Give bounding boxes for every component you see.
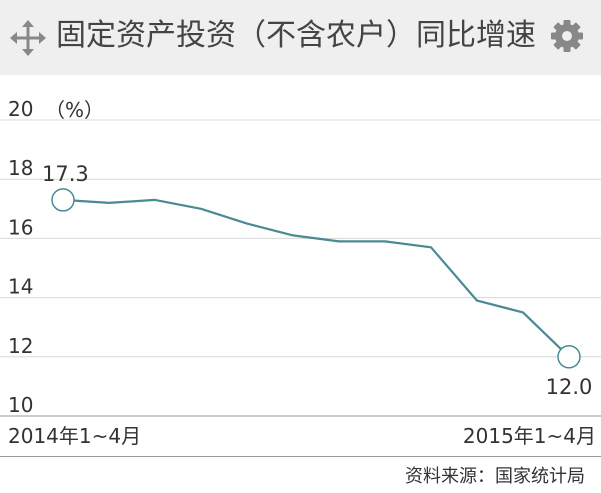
source-note: 资料来源：国家统计局 (405, 466, 585, 487)
x-first-label: 2014年1~4月 (8, 424, 141, 448)
y-tick-label-10: 10 (8, 393, 33, 417)
y-tick-label-14: 14 (8, 275, 33, 299)
chart-header: 固定资产投资（不含农户）同比增速 (0, 0, 601, 75)
grid-lines (0, 119, 601, 417)
footer-divider (0, 456, 601, 457)
chart-title: 固定资产投资（不含农户）同比增速 (56, 18, 536, 53)
y-axis-unit-label: （%） (45, 98, 104, 122)
start-value-label: 17.3 (42, 162, 89, 186)
y-tick-label-20: 20 (8, 97, 33, 121)
y-tick-labels: 10 12 14 16 18 20 (8, 97, 33, 417)
y-tick-label-18: 18 (8, 156, 33, 180)
end-value-label: 12.0 (546, 375, 593, 399)
start-point-marker (51, 188, 75, 212)
y-tick-label-12: 12 (8, 334, 33, 358)
end-markers (51, 188, 581, 369)
series-line (62, 198, 570, 358)
x-last-label: 2015年1~4月 (463, 424, 596, 448)
gear-icon[interactable] (550, 19, 584, 53)
line-chart: 10 12 14 16 18 20 （%） 17.3 12.0 2014年1~4月 201… (0, 97, 601, 448)
end-point-marker (557, 345, 581, 369)
move-arrows-icon[interactable] (10, 20, 46, 56)
y-tick-label-16: 16 (8, 215, 33, 239)
